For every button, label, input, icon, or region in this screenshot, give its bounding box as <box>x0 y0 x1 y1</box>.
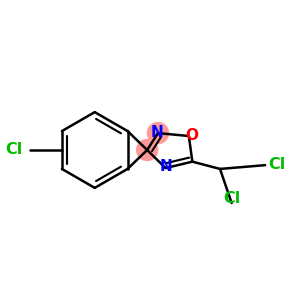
Circle shape <box>137 140 158 160</box>
Text: Cl: Cl <box>269 157 286 172</box>
Text: Cl: Cl <box>223 191 240 206</box>
Circle shape <box>148 123 168 144</box>
Text: N: N <box>151 125 164 140</box>
Text: Cl: Cl <box>5 142 23 158</box>
Text: N: N <box>160 159 172 174</box>
Text: O: O <box>185 128 198 143</box>
